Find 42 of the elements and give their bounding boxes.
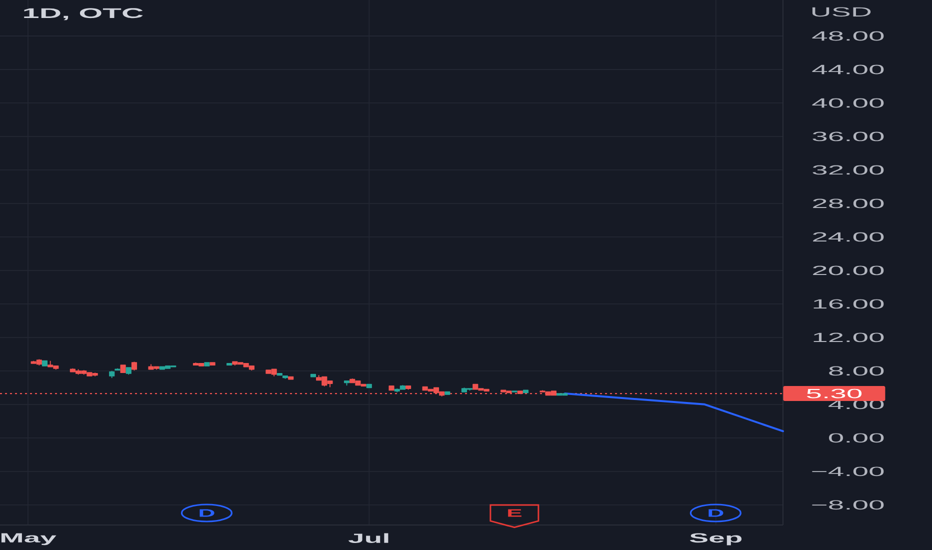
y-tick-label: 40.00 [812,98,884,108]
text: 1D, OTC [24,8,143,20]
ref-line-label: 5.30 [806,388,862,398]
candlestick [131,361,138,371]
candlestick [310,374,316,378]
y-tick-label: 28.00 [813,198,884,208]
y-tick-label: 16.00 [814,299,884,309]
annotation: E [508,509,522,517]
y-tick-label: −4.00 [812,466,884,476]
y-tick-label: 44.00 [812,64,884,74]
candlestick [126,367,132,375]
candlestick [405,386,412,390]
candlestick [120,364,126,374]
candlestick [444,391,450,395]
candlestick [42,360,48,366]
candlestick [109,370,115,378]
candlestick [204,362,210,366]
candlestick [210,362,216,366]
candlestick [282,376,288,379]
x-tick-label: Sep [690,533,742,546]
y-tick-label: 20.00 [813,266,884,276]
candlestick [344,380,350,386]
candlestick [226,362,232,366]
y-tick-label: 36.00 [812,132,884,142]
candlestick [522,390,529,394]
candlestick [288,376,294,380]
candlestick [276,372,282,376]
x-tick-label: May [1,533,56,546]
x-tick-label: Jul [348,533,388,543]
y-tick-label: 12.00 [814,332,884,342]
candlestick [114,368,120,371]
annotation: D [200,509,214,517]
y-tick-label: 0.00 [829,433,884,443]
annotation: D [708,509,724,517]
y-tick-label: 48.00 [812,31,884,41]
y-tick-label: 24.00 [813,232,884,242]
candlestick [366,384,372,388]
candlestick [388,386,394,391]
y-tick-label: −8.00 [812,500,884,510]
y-tick-label: 32.00 [812,165,884,175]
y-axis-title: USD [812,7,871,17]
y-tick-label: 8.00 [829,366,884,376]
